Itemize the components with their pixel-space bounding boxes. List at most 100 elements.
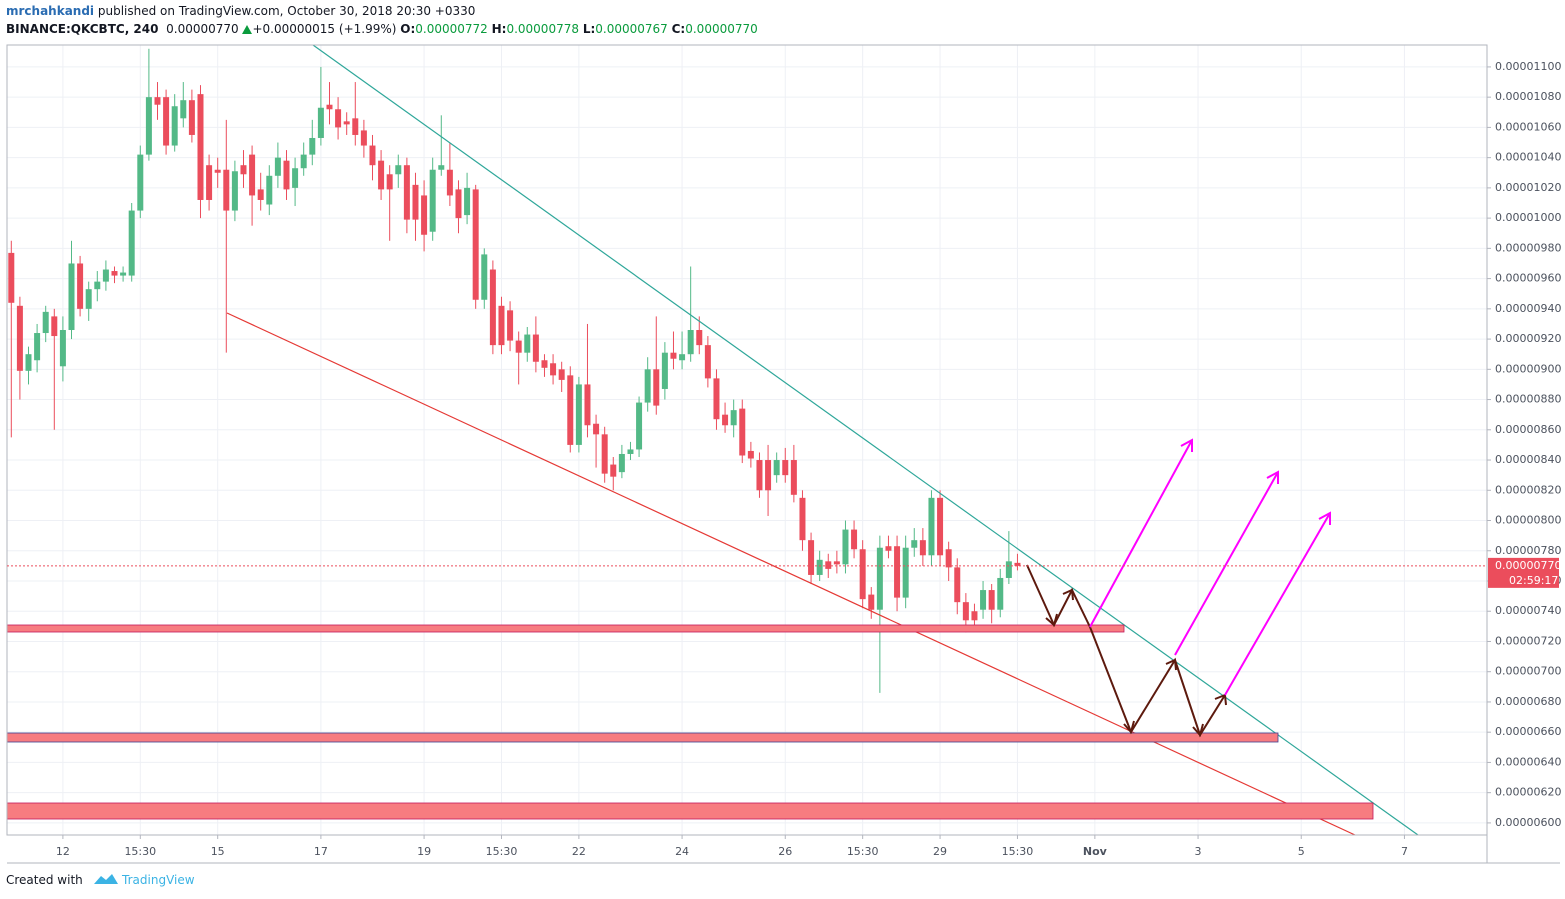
candle-body <box>489 269 496 346</box>
candle-body <box>283 160 290 190</box>
candle-body <box>455 189 462 219</box>
y-tick-label: 0.00000960 <box>1495 272 1561 285</box>
up-icon <box>242 25 253 34</box>
candle-body <box>429 169 436 232</box>
candle-body <box>713 378 720 420</box>
candle-body <box>790 460 797 495</box>
candle-body <box>515 340 522 353</box>
open-value: 0.00000772 <box>415 22 488 36</box>
candle-body <box>120 272 127 276</box>
candle-body <box>369 145 376 166</box>
candle-body <box>137 154 144 211</box>
candle-body <box>851 529 858 550</box>
candle-body <box>756 460 763 491</box>
y-tick-label: 0.00000840 <box>1495 453 1561 466</box>
last-price-box <box>1488 557 1559 588</box>
y-tick-label: 0.00001040 <box>1495 151 1561 164</box>
candle-body <box>68 263 75 331</box>
candle-body <box>980 590 987 610</box>
support-zone <box>6 802 1374 820</box>
candle-body <box>928 497 935 556</box>
candle-body <box>919 540 926 556</box>
candle-body <box>111 271 118 276</box>
x-tick-label: 29 <box>933 845 947 858</box>
y-tick-label: 0.00001020 <box>1495 181 1561 194</box>
candle-body <box>128 210 135 276</box>
y-tick-label: 0.00000920 <box>1495 332 1561 345</box>
candle-body <box>197 94 204 200</box>
y-tick-label: 0.00000680 <box>1495 695 1561 708</box>
candle-body <box>102 269 109 282</box>
candle-body <box>266 175 273 205</box>
candle-body <box>412 184 419 220</box>
candle-body <box>765 460 772 491</box>
support-zone <box>6 624 1125 633</box>
l-label: L: <box>582 22 596 36</box>
author: mrchahkandi <box>6 4 95 18</box>
candle-body <box>541 360 548 368</box>
candle-body <box>386 174 393 190</box>
plot-frame <box>6 44 1488 836</box>
candle-body <box>722 414 729 426</box>
candle-body <box>627 449 634 454</box>
y-tick-label: 0.00000660 <box>1495 725 1561 738</box>
candle-body <box>206 165 213 200</box>
candle-body <box>618 453 625 473</box>
low-value: 0.00000767 <box>595 22 668 36</box>
published: published on TradingView.com, October 30… <box>97 4 476 18</box>
candle-body <box>16 305 23 371</box>
candle-body <box>962 602 969 621</box>
y-tick-label: 0.00000600 <box>1495 816 1561 829</box>
candle-body <box>25 354 32 371</box>
change: +0.00000015 (+1.99%) <box>252 22 397 36</box>
h-label: H: <box>491 22 507 36</box>
countdown: 02:59:17 <box>1509 574 1558 587</box>
last-price-label: 0.00000770 <box>1495 559 1561 572</box>
candle-body <box>180 100 187 119</box>
projection-path <box>1026 564 1226 738</box>
candle-body <box>661 352 668 389</box>
candle-body <box>816 559 823 575</box>
footer: Created with TradingView <box>6 873 195 887</box>
high-value: 0.00000778 <box>506 22 579 36</box>
candle-body <box>558 369 565 380</box>
candle-body <box>808 540 815 575</box>
candle-body <box>223 169 230 211</box>
candle-body <box>825 561 832 569</box>
candle-body <box>679 354 686 361</box>
x-tick-label: 17 <box>314 845 328 858</box>
candle-body <box>1014 562 1021 566</box>
candle-body <box>145 97 152 155</box>
price-tag: 0.00000770 02:59:17 <box>7 557 1561 588</box>
x-tick-label: Nov <box>1083 845 1108 858</box>
y-tick-label: 0.00000820 <box>1495 483 1561 496</box>
y-tick-label: 0.00000620 <box>1495 786 1561 799</box>
candle-body <box>446 169 453 196</box>
target-arrows <box>1089 438 1331 696</box>
x-tick-label: 3 <box>1195 845 1202 858</box>
candle-body <box>274 157 281 176</box>
y-tick-label: 0.00000800 <box>1495 514 1561 527</box>
candle-body <box>902 547 909 598</box>
y-tick-label: 0.00000780 <box>1495 544 1561 557</box>
candle-body <box>937 497 944 556</box>
candle-body <box>653 369 660 406</box>
y-tick-label: 0.00001080 <box>1495 90 1561 103</box>
candle-body <box>575 384 582 445</box>
candle-body <box>833 561 840 565</box>
candles <box>8 48 1021 693</box>
candle-body <box>885 546 892 551</box>
x-tick-label: 12 <box>56 845 70 858</box>
candle-body <box>292 168 299 188</box>
candle-body <box>747 450 754 459</box>
candle-body <box>378 160 385 190</box>
candle-body <box>231 171 238 211</box>
x-tick-label: 24 <box>675 845 689 858</box>
upper-trendline <box>312 44 1419 836</box>
x-tick-label: 15:30 <box>124 845 156 858</box>
candle-body <box>945 549 952 568</box>
x-tick-label: 22 <box>572 845 586 858</box>
candle-body <box>163 97 170 146</box>
